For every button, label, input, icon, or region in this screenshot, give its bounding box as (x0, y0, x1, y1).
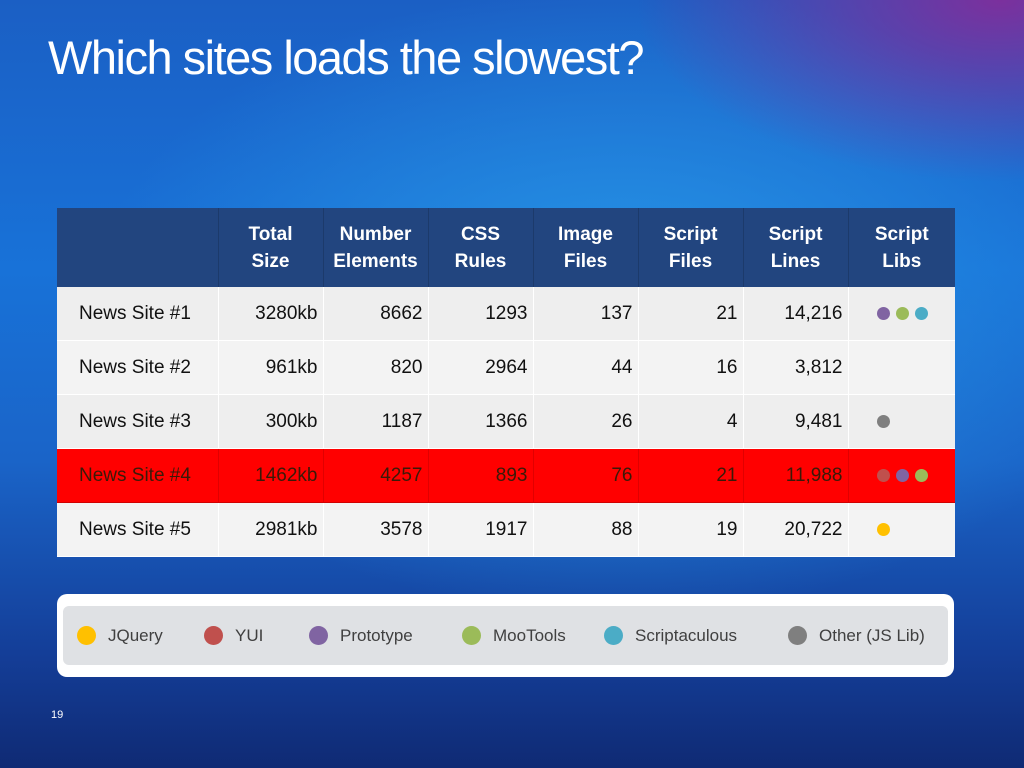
header-cell-image-files: Image Files (533, 208, 639, 287)
mootools-dot-icon (462, 626, 481, 645)
image-files-cell: 26 (533, 394, 639, 449)
scriptaculous-dot-icon (604, 626, 623, 645)
elements-cell: 8662 (323, 287, 429, 341)
css-rules-cell: 1293 (428, 287, 534, 341)
site-comparison-table: Total Size Number Elements CSS Rules Ima… (57, 208, 955, 557)
site-name-cell: News Site #4 (57, 448, 219, 503)
other-lib-dot-icon (788, 626, 807, 645)
header-script-libs-label: Script Libs (874, 223, 929, 272)
legend-item-mootools: MooTools (462, 606, 566, 665)
css-rules-cell: 2964 (428, 340, 534, 395)
header-cell-total-size: Total Size (218, 208, 324, 287)
header-cell-script-files: Script Files (638, 208, 744, 287)
jquery-dot-icon (876, 522, 890, 536)
image-files-cell: 76 (533, 448, 639, 503)
script-libs-cell (848, 448, 955, 503)
jquery-dot-icon (77, 626, 96, 645)
header-total-size-label: Total Size (248, 223, 293, 272)
page-number: 19 (51, 709, 64, 721)
image-files-cell: 88 (533, 502, 639, 557)
header-cell-script-libs: Script Libs (848, 208, 955, 287)
yui-dot-icon (204, 626, 223, 645)
legend-label: Other (JS Lib) (819, 625, 925, 645)
total-size-cell: 2981kb (218, 502, 324, 557)
legend-label: Scriptaculous (635, 625, 738, 645)
script-libs-cell (848, 502, 955, 557)
header-cell-number-elements: Number Elements (323, 208, 429, 287)
script-lines-cell: 3,812 (743, 340, 849, 395)
legend-label: YUI (235, 625, 264, 645)
table-row-highlighted: News Site #4 1462kb 4257 893 76 21 11,98… (57, 448, 955, 503)
image-files-cell: 137 (533, 287, 639, 341)
script-files-cell: 16 (638, 340, 744, 395)
script-files-cell: 19 (638, 502, 744, 557)
prototype-dot-icon (309, 626, 328, 645)
header-cell-site (57, 208, 219, 287)
header-script-lines-label: Script Lines (768, 223, 823, 272)
script-files-cell: 21 (638, 287, 744, 341)
total-size-cell: 961kb (218, 340, 324, 395)
total-size-cell: 300kb (218, 394, 324, 449)
css-rules-cell: 1917 (428, 502, 534, 557)
script-lines-cell: 11,988 (743, 448, 849, 503)
script-libs-cell (848, 287, 955, 341)
header-script-files-label: Script Files (663, 223, 718, 272)
legend-label: Prototype (340, 625, 413, 645)
script-libs-cell (848, 340, 955, 395)
site-name-cell: News Site #5 (57, 502, 219, 557)
elements-cell: 820 (323, 340, 429, 395)
other-js-lib-dot-icon (876, 414, 890, 428)
total-size-cell: 1462kb (218, 448, 324, 503)
script-files-cell: 4 (638, 394, 744, 449)
legend-item-prototype: Prototype (309, 606, 413, 665)
legend-item-other: Other (JS Lib) (788, 606, 925, 665)
site-name-cell: News Site #2 (57, 340, 219, 395)
table-row: News Site #2 961kb 820 2964 44 16 3,812 (57, 340, 955, 395)
legend-item-yui: YUI (204, 606, 263, 665)
legend-item-jquery: JQuery (77, 606, 163, 665)
legend-label: MooTools (493, 625, 566, 645)
yui-dot-icon (876, 468, 890, 482)
prototype-dot-icon (895, 468, 909, 482)
site-name-cell: News Site #3 (57, 394, 219, 449)
elements-cell: 1187 (323, 394, 429, 449)
script-libs-cell (848, 394, 955, 449)
image-files-cell: 44 (533, 340, 639, 395)
total-size-cell: 3280kb (218, 287, 324, 341)
css-rules-cell: 1366 (428, 394, 534, 449)
mootools-dot-icon (914, 468, 928, 482)
header-image-files-label: Image Files (558, 223, 613, 272)
elements-cell: 4257 (323, 448, 429, 503)
prototype-dot-icon (876, 306, 890, 320)
legend-panel: JQuery YUI Prototype MooTools Scriptacul… (57, 594, 954, 677)
legend-bar: JQuery YUI Prototype MooTools Scriptacul… (63, 606, 948, 665)
table-row: News Site #5 2981kb 3578 1917 88 19 20,7… (57, 502, 955, 557)
slide-title: Which sites loads the slowest? (48, 31, 645, 84)
header-cell-script-lines: Script Lines (743, 208, 849, 287)
header-number-elements-label: Number Elements (333, 223, 418, 272)
legend-item-scriptaculous: Scriptaculous (604, 606, 737, 665)
table-row: News Site #1 3280kb 8662 1293 137 21 14,… (57, 287, 955, 341)
table-header-row: Total Size Number Elements CSS Rules Ima… (57, 208, 955, 287)
script-lines-cell: 14,216 (743, 287, 849, 341)
script-files-cell: 21 (638, 448, 744, 503)
scriptaculous-dot-icon (914, 306, 928, 320)
elements-cell: 3578 (323, 502, 429, 557)
script-lines-cell: 9,481 (743, 394, 849, 449)
site-name-cell: News Site #1 (57, 287, 219, 341)
legend-label: JQuery (108, 625, 163, 645)
mootools-dot-icon (895, 306, 909, 320)
script-lines-cell: 20,722 (743, 502, 849, 557)
table-row: News Site #3 300kb 1187 1366 26 4 9,481 (57, 394, 955, 449)
header-cell-css-rules: CSS Rules (428, 208, 534, 287)
css-rules-cell: 893 (428, 448, 534, 503)
